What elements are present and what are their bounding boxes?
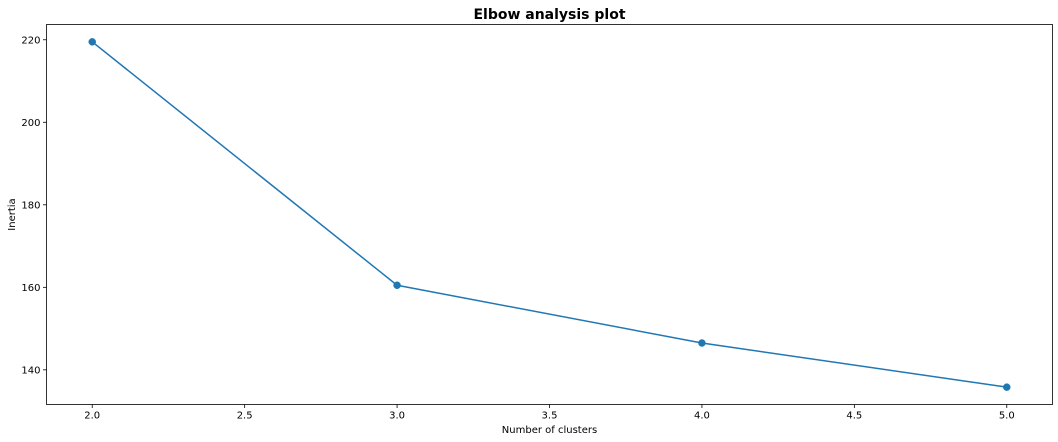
y-tick-label: 180 (21, 200, 40, 211)
y-axis-ticks: 140 160 180 200 220 (21, 35, 47, 376)
plot-area: 2.0 2.5 3.0 3.5 4.0 4.5 5.0 140 160 180 200 220 (21, 24, 1053, 422)
y-tick-label: 140 (21, 365, 40, 376)
y-tick-label: 220 (21, 35, 40, 46)
y-axis-label: Inertia (7, 198, 18, 230)
series-layer (88, 38, 1011, 391)
x-tick-label: 3.5 (542, 411, 558, 422)
y-tick-label: 160 (21, 283, 40, 294)
x-tick-label: 3.0 (389, 411, 405, 422)
x-axis-label: Number of clusters (502, 425, 597, 436)
series-line (91, 41, 1008, 388)
x-tick-label: 2.5 (237, 411, 253, 422)
x-tick-label: 4.0 (694, 411, 710, 422)
data-point (88, 38, 96, 46)
x-tick-label: 2.0 (84, 411, 100, 422)
y-tick-label: 200 (21, 118, 40, 129)
data-point (1003, 383, 1011, 391)
x-tick-label: 4.5 (846, 411, 862, 422)
x-axis-ticks: 2.0 2.5 3.0 3.5 4.0 4.5 5.0 (84, 404, 1015, 422)
data-point (393, 281, 401, 290)
data-point (698, 339, 706, 347)
chart-title: Elbow analysis plot (473, 7, 625, 23)
x-tick-label: 5.0 (999, 411, 1015, 422)
